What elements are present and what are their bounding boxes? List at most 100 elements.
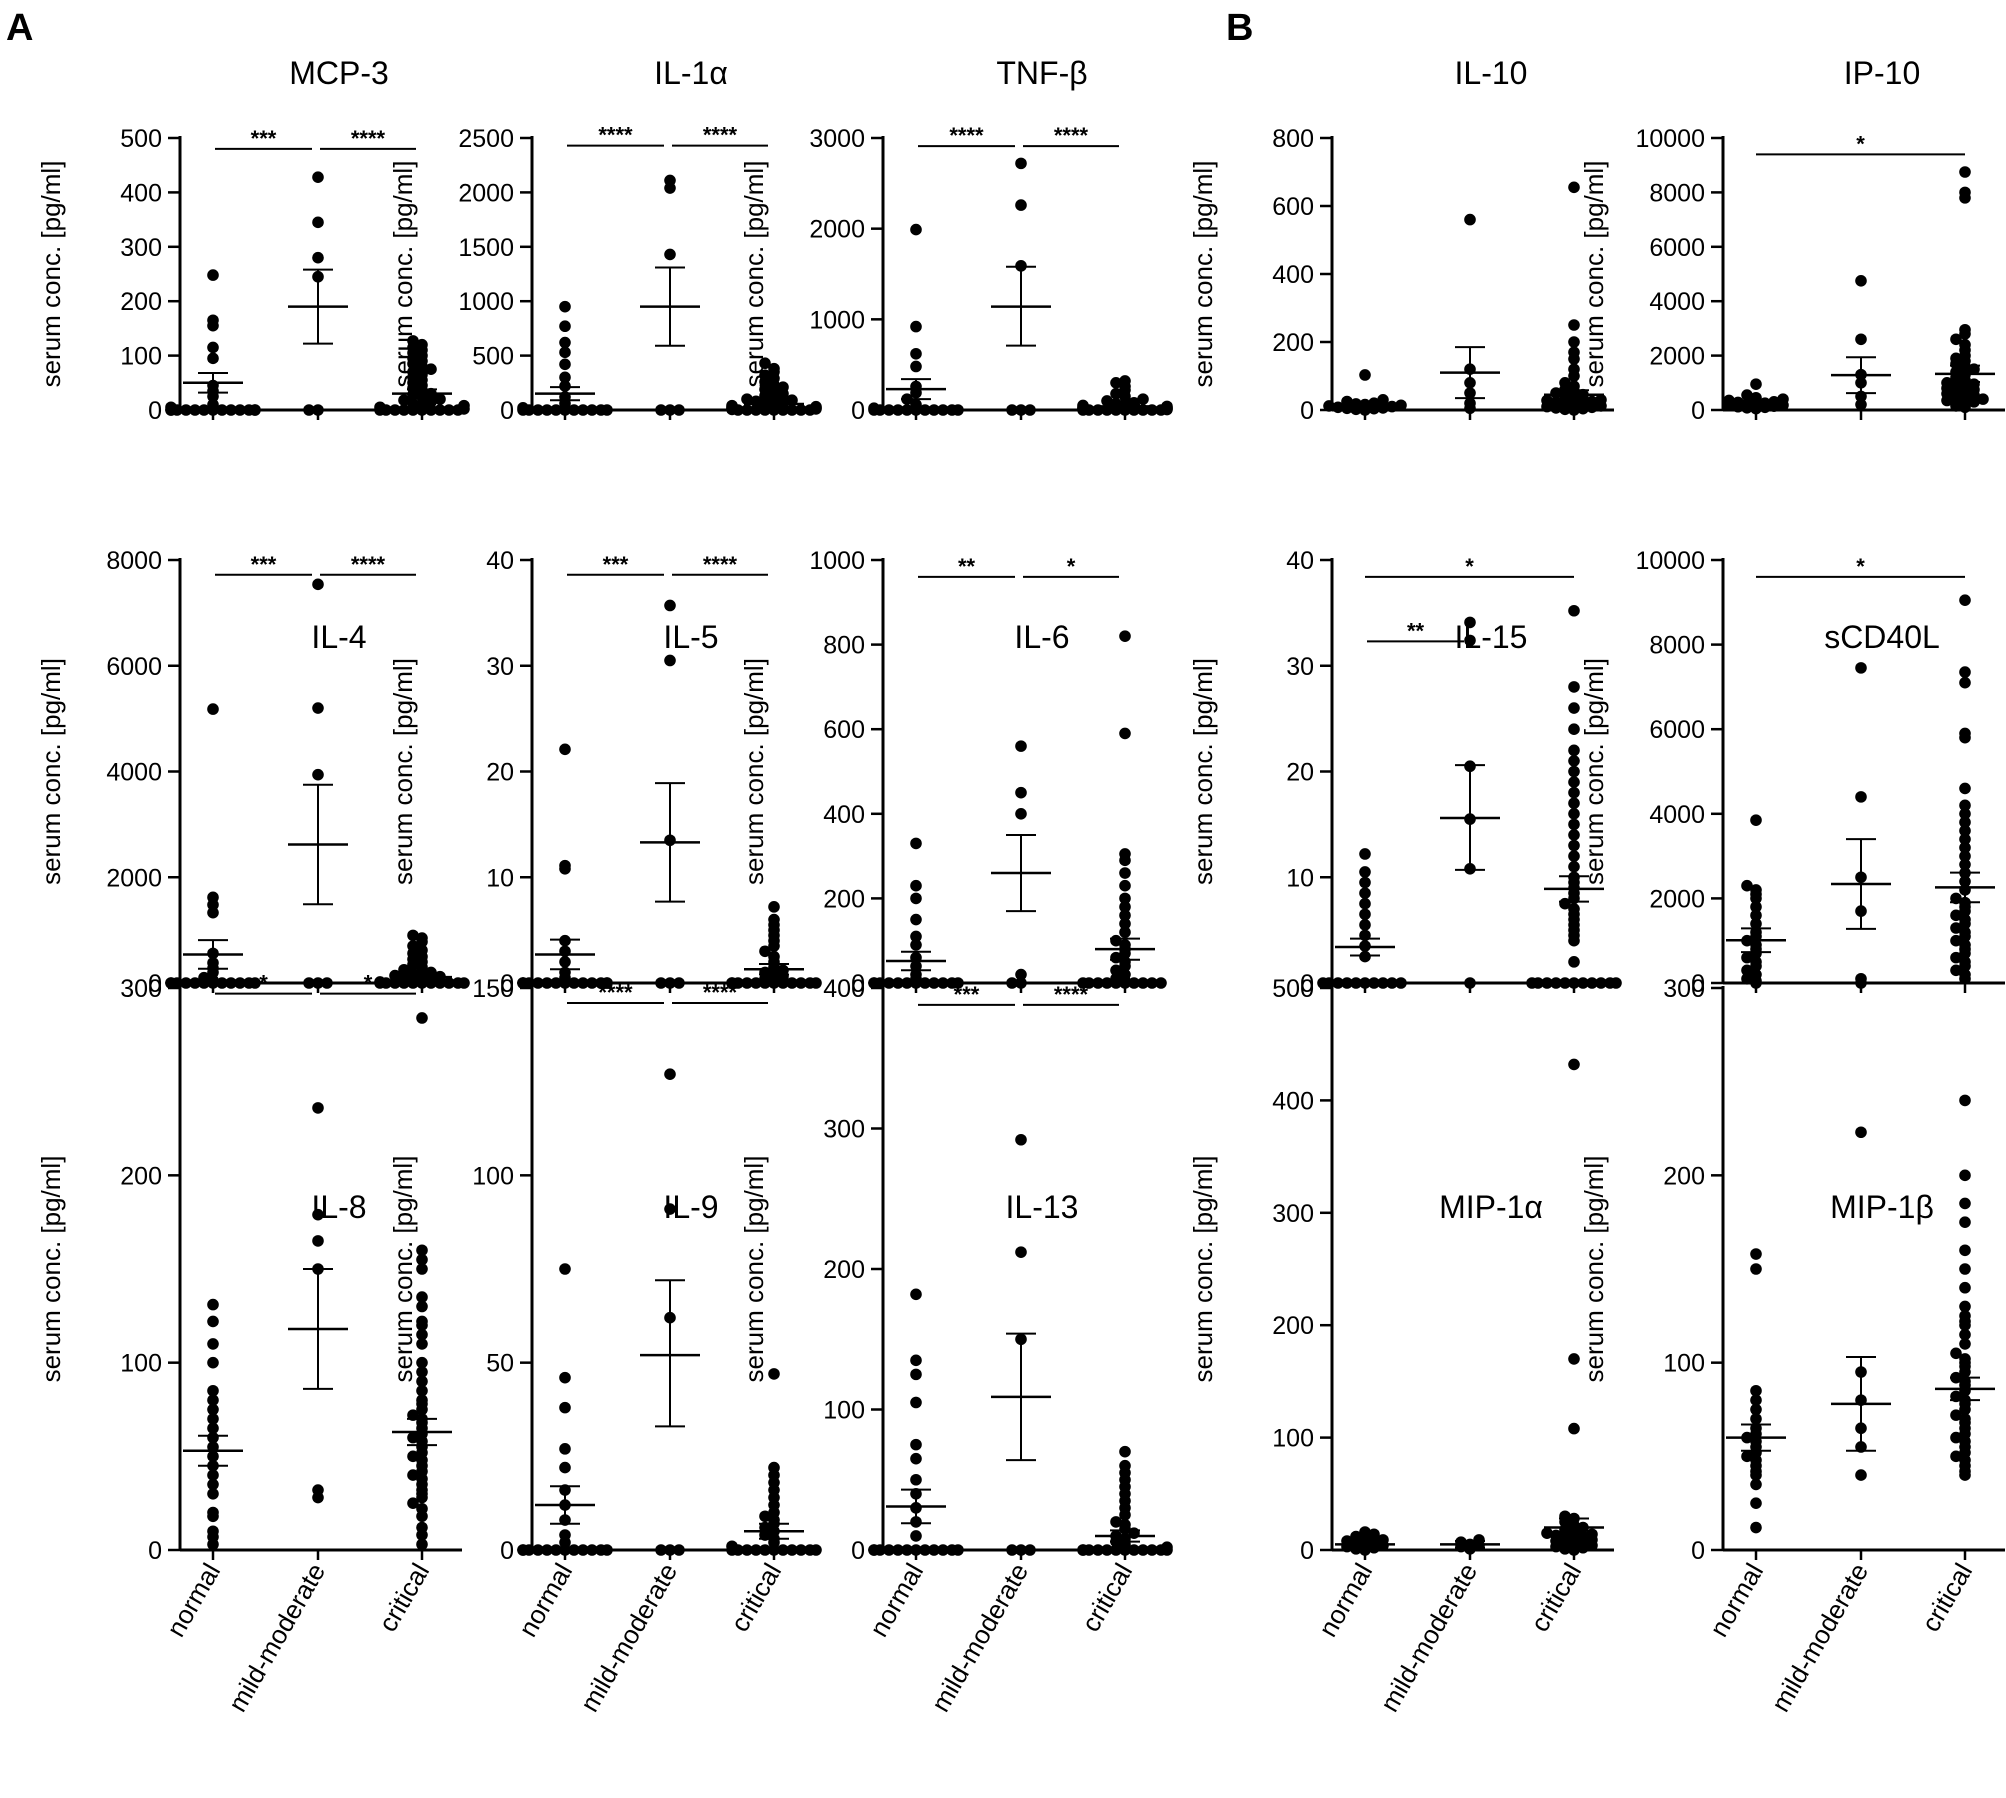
y-tick-label: 8000 [1649,632,1705,660]
data-point [1092,1544,1104,1556]
data-point [759,945,771,958]
data-point [207,314,219,327]
significance-label: * [259,971,268,996]
data-point [1750,968,1762,981]
data-point [416,1394,428,1406]
chart-2: TNF-β serum conc. [pg/ml] 0 1000 2000 3000 ***… [739,55,1173,425]
data-point [750,977,762,989]
data-point [1950,1431,1962,1444]
data-point [1750,884,1762,896]
chart-title: MCP-3 [289,55,389,91]
y-tick-label: 100 [472,1162,514,1190]
significance-label: **** [598,123,633,148]
data-point [1959,833,1971,845]
data-point [919,1544,931,1556]
data-point [1395,399,1407,412]
data-point [1750,917,1762,930]
data-point [664,1203,676,1215]
data-point [1359,887,1371,899]
data-point [1950,909,1962,922]
data-point [1128,977,1140,989]
data-point [249,404,261,416]
x-category-label: normal [1703,1558,1769,1642]
data-point [937,1544,949,1556]
data-point [1146,1544,1158,1556]
data-point [1741,879,1753,892]
data-point [207,1394,219,1406]
data-point [1568,336,1580,348]
data-point [568,1544,580,1556]
data-point [1568,319,1580,331]
data-point [1855,1126,1867,1139]
data-point [741,404,753,416]
data-point [1119,1445,1131,1458]
data-point [1855,275,1867,287]
data-point [568,404,580,416]
data-point [416,1375,428,1388]
y-tick-label: 200 [120,1162,162,1190]
data-point [1464,977,1476,989]
y-tick-label: 200 [1272,329,1314,357]
y-tick-label: 2000 [1649,343,1705,371]
data-point [1568,765,1580,778]
data-point [198,971,210,984]
data-point [1568,723,1580,735]
data-point [416,1356,428,1369]
data-point [198,404,210,416]
data-point [1950,951,1962,964]
data-point [1377,1534,1389,1546]
data-point [1359,897,1371,910]
data-point [1137,393,1149,405]
data-point [1741,951,1753,964]
y-tick-label: 20 [1286,759,1314,787]
data-point [1959,1310,1971,1322]
y-tick-label: 2000 [809,216,865,244]
data-point [207,1488,219,1500]
data-point [1950,964,1962,977]
y-tick-label: 300 [120,975,162,1003]
data-point [207,1422,219,1435]
data-point [1015,786,1027,799]
significance-label: **** [351,126,386,151]
data-point [664,654,676,667]
data-point [1568,1058,1580,1071]
chart-title: IL-13 [1006,1189,1079,1225]
data-point [1550,396,1562,409]
data-point [1350,977,1362,989]
y-tick-label: 10 [1286,864,1314,892]
data-point [416,398,428,411]
significance-label: **** [949,123,984,148]
data-point [910,360,922,373]
x-category-label: mild-moderate [1765,1558,1874,1717]
chart-title: sCD40L [1824,619,1940,655]
data-point [655,1544,667,1556]
data-point [1959,816,1971,829]
y-tick-label: 30 [1286,653,1314,681]
y-tick-label: 10000 [1635,547,1705,575]
data-point [1473,1534,1485,1546]
data-point [249,977,261,989]
data-point [1559,1510,1571,1523]
data-point [416,368,428,381]
data-point [1101,977,1113,989]
data-point [1341,395,1353,408]
data-point [1750,814,1762,826]
data-point [910,968,922,981]
data-point [532,1544,544,1556]
chart-title: TNF-β [996,55,1087,91]
data-point [1750,1521,1762,1534]
data-point [207,1413,219,1425]
data-point [1750,1403,1762,1416]
data-point [303,404,315,416]
y-axis-label: serum conc. [pg/ml] [36,1156,66,1383]
data-point [312,977,324,989]
data-point [559,346,571,359]
data-point [777,381,789,393]
data-point [1119,867,1131,879]
chart-title: MIP-1α [1439,1189,1543,1225]
y-tick-label: 100 [1272,1425,1314,1453]
data-point [1959,1338,1971,1350]
data-point [1959,850,1971,862]
data-point [795,404,807,416]
data-point [910,1354,922,1367]
